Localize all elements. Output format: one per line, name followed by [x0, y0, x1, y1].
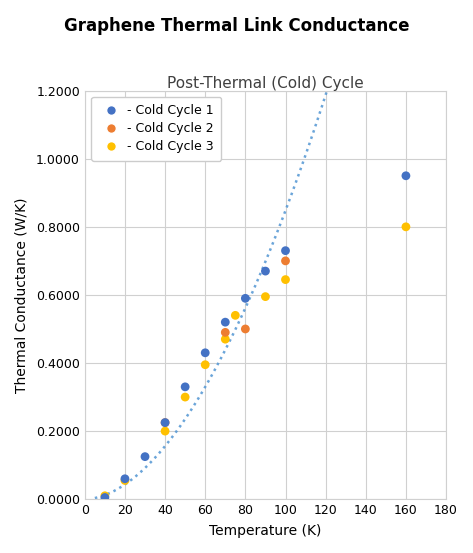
X-axis label: Temperature (K): Temperature (K): [209, 524, 322, 538]
Point: [121, 474, 129, 483]
Point: [161, 427, 169, 436]
Point: [402, 222, 410, 231]
Point: [161, 418, 169, 427]
Point: [161, 418, 169, 427]
Point: [101, 492, 109, 500]
Point: [242, 325, 249, 333]
Point: [282, 246, 289, 255]
Text: Graphene Thermal Link Conductance: Graphene Thermal Link Conductance: [64, 17, 409, 35]
Point: [181, 383, 189, 392]
Point: [201, 348, 209, 357]
Point: [101, 493, 109, 502]
Point: [242, 294, 249, 302]
Title: Post-Thermal (Cold) Cycle: Post-Thermal (Cold) Cycle: [167, 76, 364, 91]
Point: [282, 257, 289, 265]
Point: [262, 267, 269, 275]
Point: [121, 476, 129, 485]
Y-axis label: Thermal Conductance (W/K): Thermal Conductance (W/K): [15, 197, 29, 393]
Point: [262, 292, 269, 301]
Point: [221, 335, 229, 343]
Legend: - Cold Cycle 1, - Cold Cycle 2, - Cold Cycle 3: - Cold Cycle 1, - Cold Cycle 2, - Cold C…: [91, 97, 221, 161]
Point: [221, 318, 229, 327]
Point: [181, 393, 189, 401]
Point: [282, 275, 289, 284]
Point: [232, 311, 239, 320]
Point: [141, 452, 149, 461]
Point: [201, 361, 209, 369]
Point: [221, 328, 229, 337]
Point: [402, 171, 410, 180]
